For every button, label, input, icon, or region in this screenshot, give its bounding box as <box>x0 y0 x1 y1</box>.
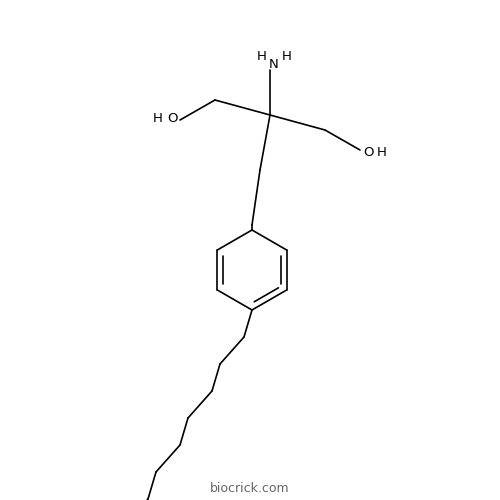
Text: O: O <box>167 112 177 124</box>
Text: H: H <box>153 112 163 124</box>
Text: H: H <box>282 50 292 62</box>
Text: H: H <box>377 146 387 158</box>
Text: biocrick.com: biocrick.com <box>210 482 290 494</box>
Text: N: N <box>269 58 279 71</box>
Text: H: H <box>257 50 267 62</box>
Text: O: O <box>363 146 373 158</box>
